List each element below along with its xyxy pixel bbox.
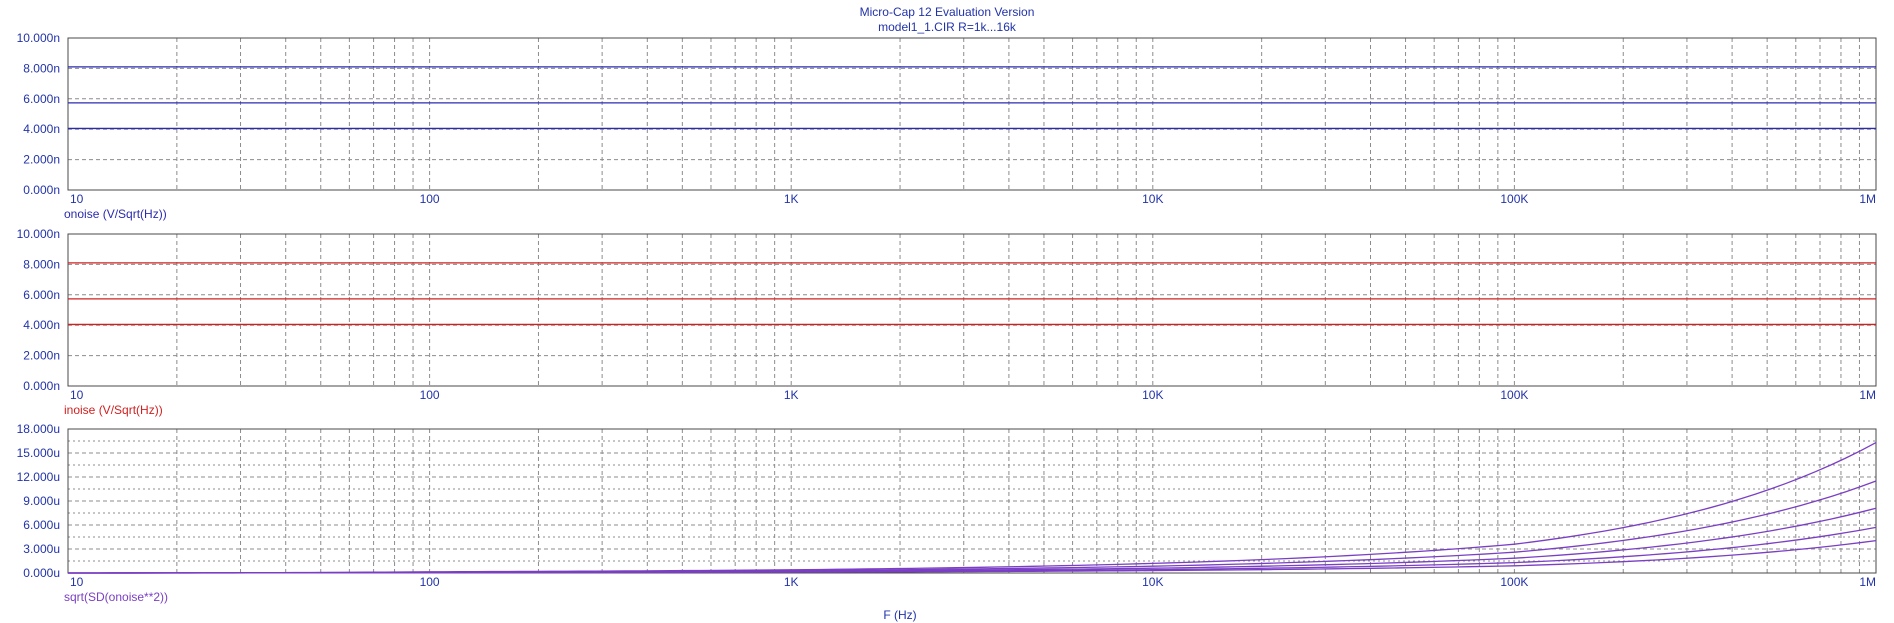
y-tick-label: 8.000n bbox=[23, 257, 60, 271]
chart-subtitle: model1_1.CIR R=1k...16k bbox=[878, 20, 1017, 34]
y-tick-label: 4.000n bbox=[23, 122, 60, 136]
chart-title: Micro-Cap 12 Evaluation Version bbox=[860, 5, 1035, 19]
y-tick-label: 15.000u bbox=[17, 446, 60, 460]
y-tick-label: 2.000n bbox=[23, 153, 60, 167]
x-tick-label: 100 bbox=[420, 575, 440, 589]
x-tick-label: 10K bbox=[1142, 575, 1163, 589]
x-tick-label: 1M bbox=[1859, 575, 1876, 589]
y-tick-label: 6.000u bbox=[23, 518, 60, 532]
x-tick-label: 100K bbox=[1500, 575, 1528, 589]
plot-frame bbox=[67, 428, 1877, 574]
x-tick-label: 10 bbox=[70, 575, 84, 589]
plot-frame bbox=[67, 233, 1877, 387]
x-tick-label: 10K bbox=[1142, 192, 1163, 206]
y-tick-label: 3.000u bbox=[23, 542, 60, 556]
plot-group: 0.000n 2.000n 4.000n 6.000n 8.000n 10.000n 10 1… bbox=[17, 31, 1877, 622]
x-tick-label: 100K bbox=[1500, 192, 1528, 206]
x-tick-label: 10 bbox=[70, 388, 84, 402]
y-tick-label: 2.000n bbox=[23, 349, 60, 363]
plot-frame bbox=[67, 37, 1877, 191]
y-tick-label: 6.000n bbox=[23, 288, 60, 302]
x-tick-label: 1K bbox=[784, 575, 799, 589]
y-tick-label: 12.000u bbox=[17, 470, 60, 484]
x-tick-label: 100 bbox=[420, 388, 440, 402]
y-axis-label: inoise (V/Sqrt(Hz)) bbox=[64, 403, 163, 417]
y-tick-label: 8.000n bbox=[23, 61, 60, 75]
x-tick-label: 10 bbox=[70, 192, 84, 206]
x-axis-label: F (Hz) bbox=[883, 608, 916, 622]
y-tick-label: 18.000u bbox=[17, 422, 60, 436]
plot-panel-1: 0.000n 2.000n 4.000n 6.000n 8.000n 10.000n 10 1… bbox=[17, 31, 1877, 221]
series-line-1 bbox=[67, 442, 1877, 574]
series-line-2 bbox=[67, 480, 1877, 574]
y-tick-label: 0.000u bbox=[23, 566, 60, 580]
plot-panel-2: 0.000n 2.000n 4.000n 6.000n 8.000n 10.000n 10 1… bbox=[17, 227, 1877, 417]
y-tick-label: 6.000n bbox=[23, 92, 60, 106]
plot-panel-3: 0.000u 3.000u 6.000u 9.000u 12.000u 15.000u 18… bbox=[17, 422, 1877, 622]
series-line-5 bbox=[67, 539, 1877, 574]
x-tick-label: 1K bbox=[784, 192, 799, 206]
y-tick-label: 0.000n bbox=[23, 183, 60, 197]
y-tick-label: 4.000n bbox=[23, 318, 60, 332]
x-tick-label: 100K bbox=[1500, 388, 1528, 402]
y-tick-label: 10.000n bbox=[17, 31, 60, 45]
x-tick-label: 1K bbox=[784, 388, 799, 402]
x-tick-label: 10K bbox=[1142, 388, 1163, 402]
series-line-4 bbox=[67, 526, 1877, 574]
x-tick-label: 1M bbox=[1859, 388, 1876, 402]
x-tick-label: 100 bbox=[420, 192, 440, 206]
y-axis-label: onoise (V/Sqrt(Hz)) bbox=[64, 207, 167, 221]
y-tick-label: 10.000n bbox=[17, 227, 60, 241]
y-tick-label: 9.000u bbox=[23, 494, 60, 508]
y-axis-label: sqrt(SD(onoise**2)) bbox=[64, 590, 168, 604]
series-line-3 bbox=[67, 507, 1877, 574]
y-tick-label: 0.000n bbox=[23, 379, 60, 393]
x-tick-label: 1M bbox=[1859, 192, 1876, 206]
